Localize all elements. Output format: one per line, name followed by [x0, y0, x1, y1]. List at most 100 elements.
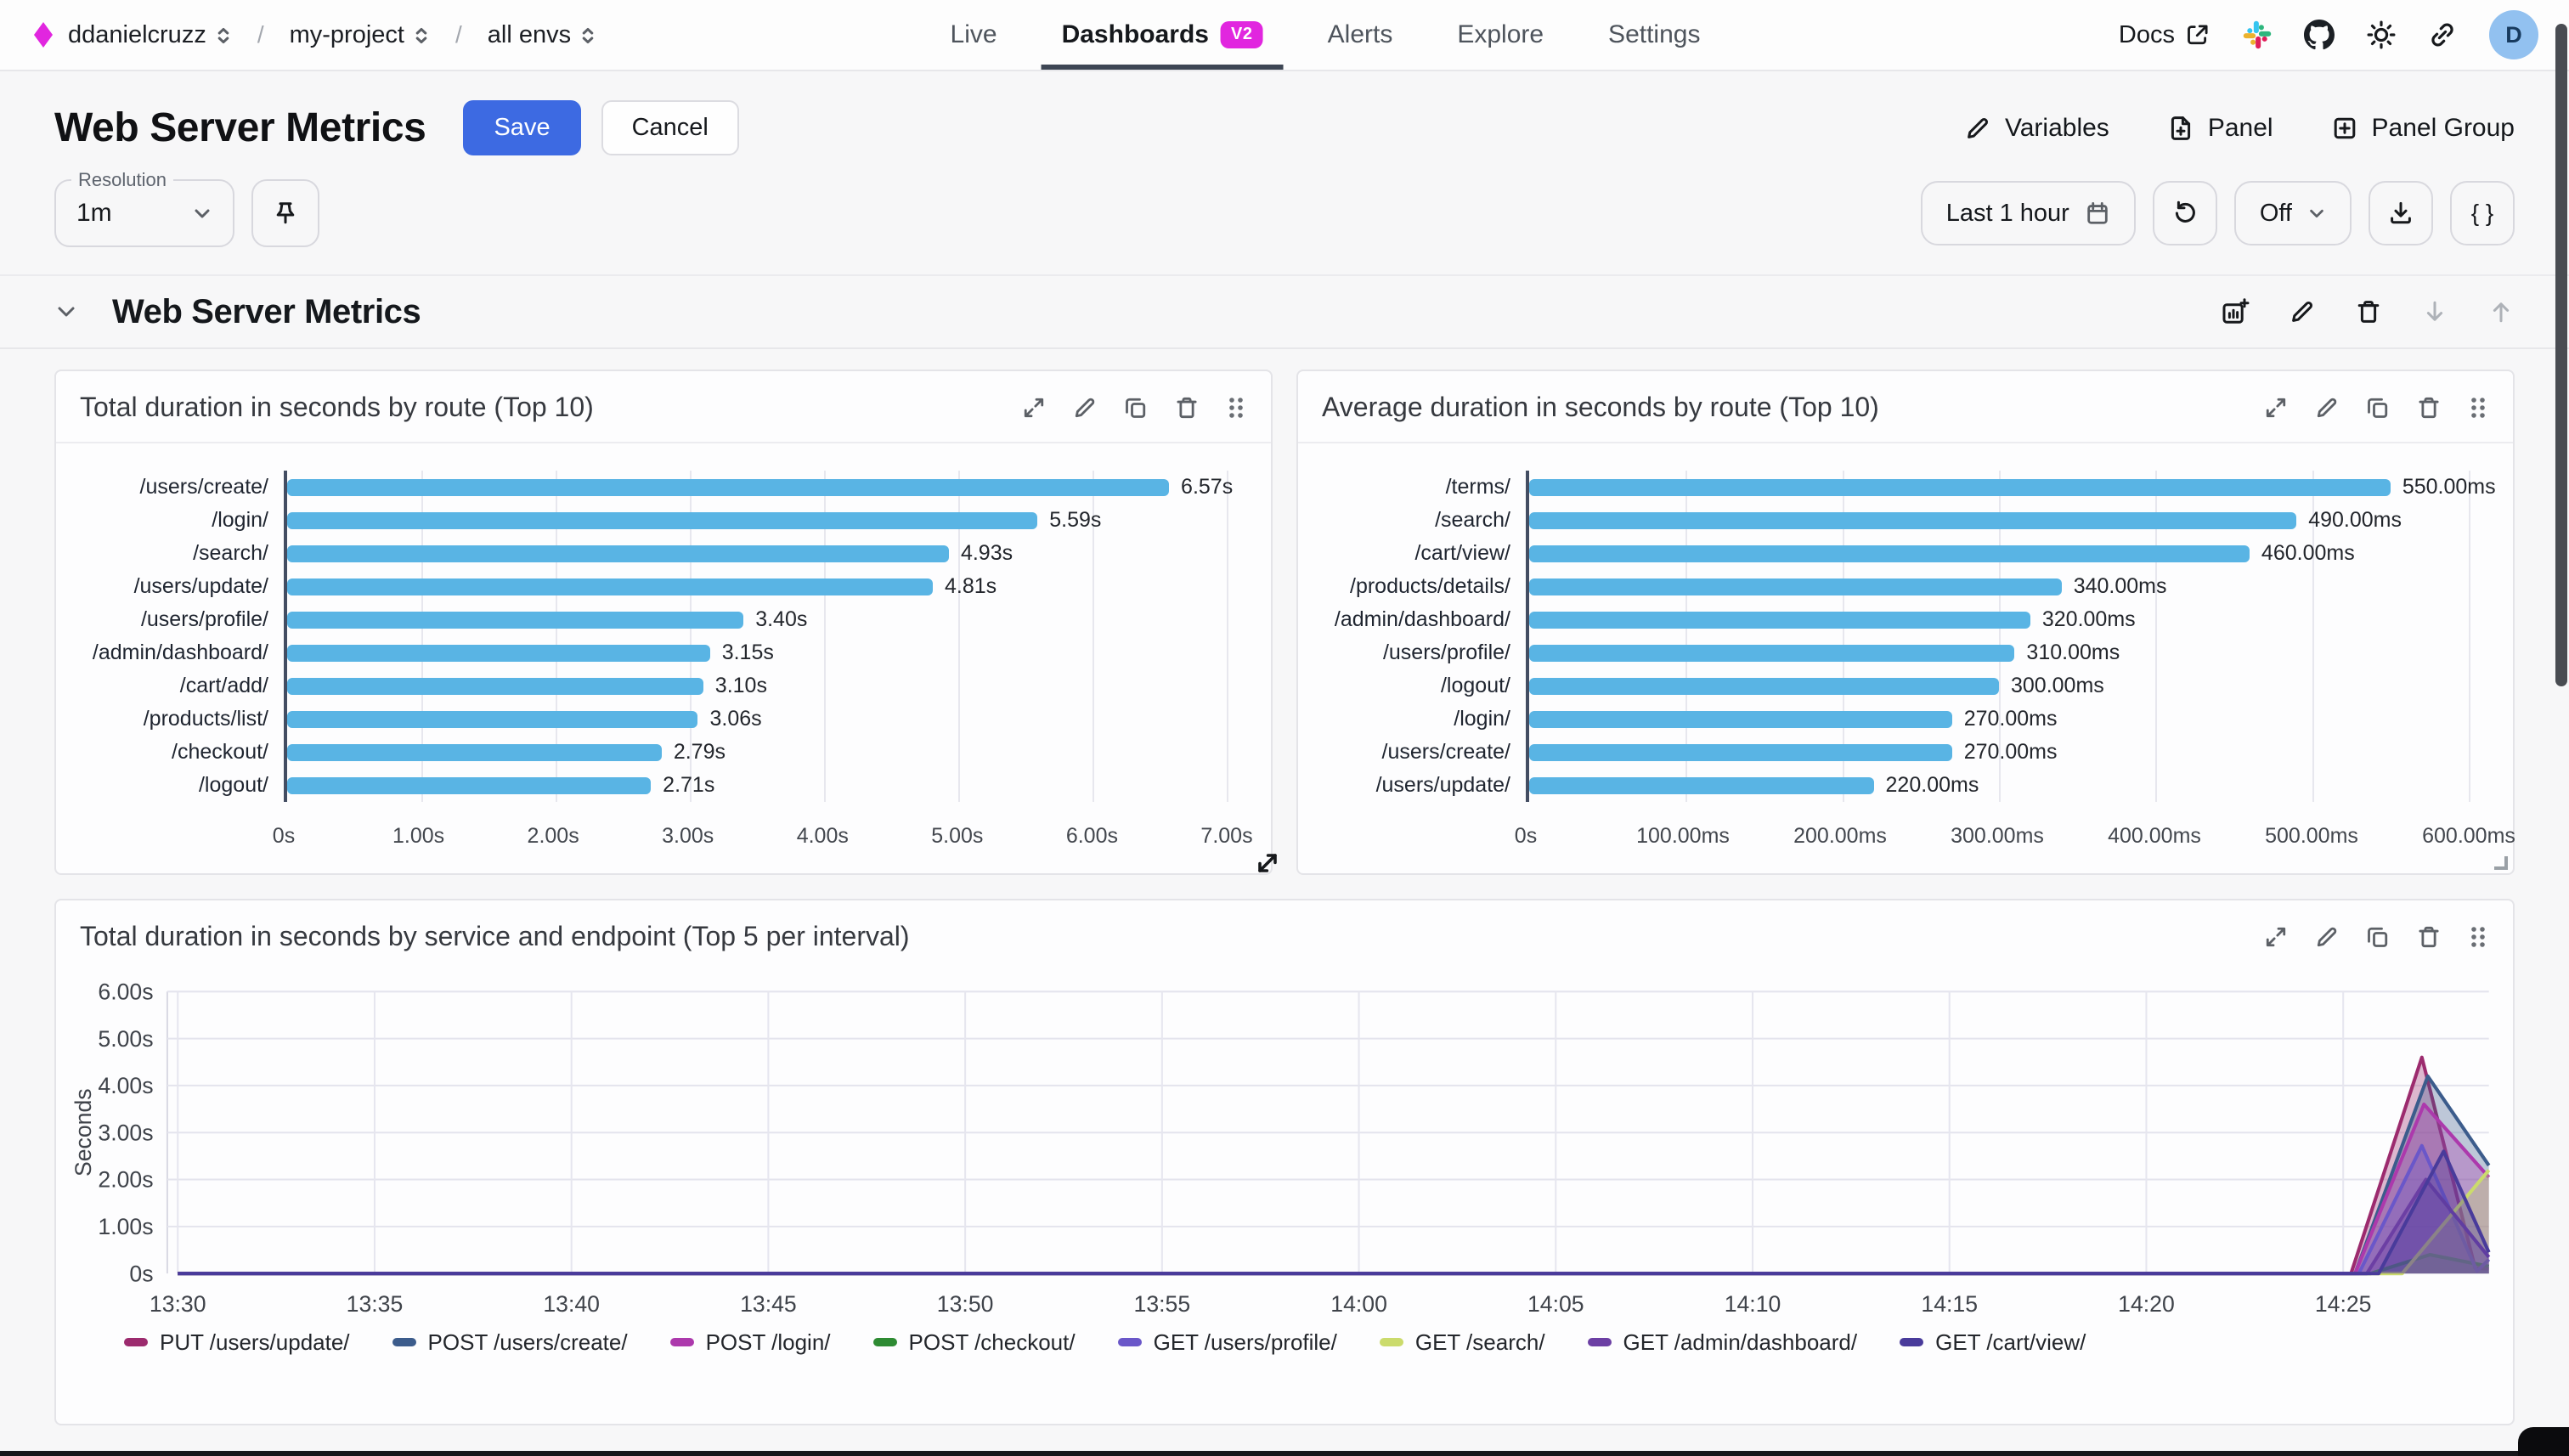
theme-toggle-sun-icon[interactable]: [2367, 20, 2396, 49]
expand-panel-icon[interactable]: [1021, 395, 1047, 420]
tab-live[interactable]: Live: [950, 20, 997, 48]
delete-group-icon[interactable]: [2355, 298, 2382, 325]
panel-duration-by-service-endpoint: Total duration in seconds by service and…: [54, 899, 2515, 1425]
panel-group-title: Web Server Metrics: [112, 292, 421, 330]
x-tick-label: 14:15: [1921, 1291, 1978, 1317]
delete-panel-icon[interactable]: [2416, 395, 2442, 420]
legend-item[interactable]: GET /admin/dashboard/: [1587, 1329, 1857, 1356]
bar-value-label: 220.00ms: [1885, 773, 1979, 797]
pin-button[interactable]: [251, 179, 319, 247]
bar-row: 3.15s: [287, 636, 1227, 669]
gridline: [1227, 471, 1228, 802]
category-label: /users/update/: [1375, 773, 1510, 797]
selector-icon: [217, 27, 229, 44]
save-button[interactable]: Save: [463, 100, 581, 155]
bar: [287, 545, 949, 562]
docs-link[interactable]: Docs: [2119, 21, 2210, 49]
legend-item[interactable]: GET /search/: [1379, 1329, 1545, 1356]
legend-label: POST /checkout/: [908, 1329, 1076, 1355]
collapse-chevron-icon[interactable]: [54, 300, 78, 324]
share-link-icon[interactable]: [2428, 20, 2457, 49]
clone-panel-icon[interactable]: [1123, 395, 1149, 420]
gridline: [421, 471, 423, 802]
resize-cursor-icon[interactable]: [1252, 848, 1283, 885]
page-scrollbar[interactable]: [2555, 24, 2567, 686]
legend-item[interactable]: PUT /users/update/: [124, 1329, 350, 1356]
x-tick-label: 2.00s: [527, 824, 579, 848]
y-tick-label: 1.00s: [98, 1214, 153, 1239]
edit-panel-icon[interactable]: [2314, 395, 2340, 420]
tab-dashboards[interactable]: Dashboards V2: [1041, 0, 1283, 70]
series-line: [178, 1102, 2491, 1276]
tab-explore[interactable]: Explore: [1457, 20, 1544, 48]
breadcrumb-env[interactable]: all envs: [488, 21, 596, 49]
breadcrumb-org[interactable]: ddanielcruzz: [68, 21, 232, 49]
add-panel-group-button[interactable]: Panel Group: [2331, 114, 2515, 143]
breadcrumb-project[interactable]: my-project: [290, 21, 430, 49]
user-avatar[interactable]: D: [2489, 10, 2538, 59]
resolution-select[interactable]: Resolution 1m: [54, 169, 234, 247]
refresh-button[interactable]: [2152, 181, 2217, 245]
legend-swatch: [669, 1338, 694, 1347]
bar-value-label: 320.00ms: [2041, 607, 2136, 631]
drag-panel-handle-icon[interactable]: [2467, 395, 2489, 420]
cancel-button[interactable]: Cancel: [601, 100, 739, 155]
category-label: /login/: [212, 508, 268, 532]
x-tick-label: 13:40: [543, 1291, 600, 1317]
expand-panel-icon[interactable]: [2263, 395, 2289, 420]
bar: [287, 776, 652, 794]
json-view-button[interactable]: { }: [2450, 181, 2515, 245]
auto-refresh-select[interactable]: Off: [2233, 181, 2352, 245]
panel-resize-handle[interactable]: [2494, 856, 2508, 870]
legend-item[interactable]: POST /login/: [669, 1329, 831, 1356]
add-panel-button[interactable]: Panel: [2167, 114, 2273, 143]
time-range-picker[interactable]: Last 1 hour: [1920, 181, 2136, 245]
x-tick-label: 600.00ms: [2422, 824, 2515, 848]
category-label: /users/create/: [1381, 740, 1510, 764]
delete-panel-icon[interactable]: [2416, 924, 2442, 950]
edit-group-icon[interactable]: [2289, 298, 2316, 325]
legend-item[interactable]: POST /checkout/: [872, 1329, 1076, 1356]
edit-panel-icon[interactable]: [2314, 924, 2340, 950]
category-label: /users/profile/: [1382, 641, 1510, 664]
bar: [1529, 743, 1952, 761]
x-tick-label: 13:30: [150, 1291, 206, 1317]
drag-panel-handle-icon[interactable]: [1225, 395, 1247, 420]
tab-alerts[interactable]: Alerts: [1327, 20, 1393, 48]
bar-plot: 550.00ms 490.00ms 460.00ms 340.00ms 320.00ms…: [1526, 471, 2496, 802]
legend-item[interactable]: GET /cart/view/: [1900, 1329, 2086, 1356]
bar-row: 3.40s: [287, 603, 1227, 636]
download-button[interactable]: [2369, 181, 2433, 245]
legend-swatch: [1900, 1338, 1924, 1347]
breadcrumb-separator: /: [257, 21, 264, 48]
expand-panel-icon[interactable]: [2263, 924, 2289, 950]
bar-row: 490.00ms: [1529, 504, 2469, 537]
legend-label: PUT /users/update/: [160, 1329, 350, 1355]
window-bottom-edge: [0, 1451, 2569, 1456]
tab-settings[interactable]: Settings: [1608, 20, 1701, 48]
delete-panel-icon[interactable]: [1174, 395, 1200, 420]
category-label: /cart/view/: [1414, 541, 1510, 565]
edit-panel-icon[interactable]: [1072, 395, 1098, 420]
legend-item[interactable]: POST /users/create/: [392, 1329, 628, 1356]
selector-icon: [582, 27, 594, 44]
github-icon[interactable]: [2304, 20, 2335, 50]
bar: [1529, 611, 2030, 629]
bar-value-label: 6.57s: [1181, 475, 1234, 499]
timeseries-chart-wrap: 0s 1.00s 2.00s 3.00s 4.00s 5.00s 6.00s 13:30 13:…: [56, 971, 2513, 1356]
clone-panel-icon[interactable]: [2365, 924, 2391, 950]
drag-panel-handle-icon[interactable]: [2467, 924, 2489, 950]
add-panel-to-group-icon[interactable]: [2221, 297, 2250, 326]
x-tick-label: 14:25: [2315, 1291, 2372, 1317]
clone-panel-icon[interactable]: [2365, 395, 2391, 420]
panel-header: Total duration in seconds by route (Top …: [56, 371, 1271, 442]
bar-row: 2.71s: [287, 769, 1227, 802]
slack-icon[interactable]: [2243, 20, 2272, 49]
legend-item[interactable]: GET /users/profile/: [1117, 1329, 1337, 1356]
variables-button[interactable]: Variables: [1964, 114, 2109, 143]
plot-area: 550.00ms 490.00ms 460.00ms 340.00ms 320.00ms…: [1515, 471, 2515, 856]
legend-swatch: [124, 1338, 148, 1347]
panel-actions: [2263, 924, 2489, 950]
x-axis: 0s 100.00ms 200.00ms 300.00ms 400.00ms 500.00…: [1515, 802, 2515, 856]
category-label: /logout/: [198, 773, 268, 797]
